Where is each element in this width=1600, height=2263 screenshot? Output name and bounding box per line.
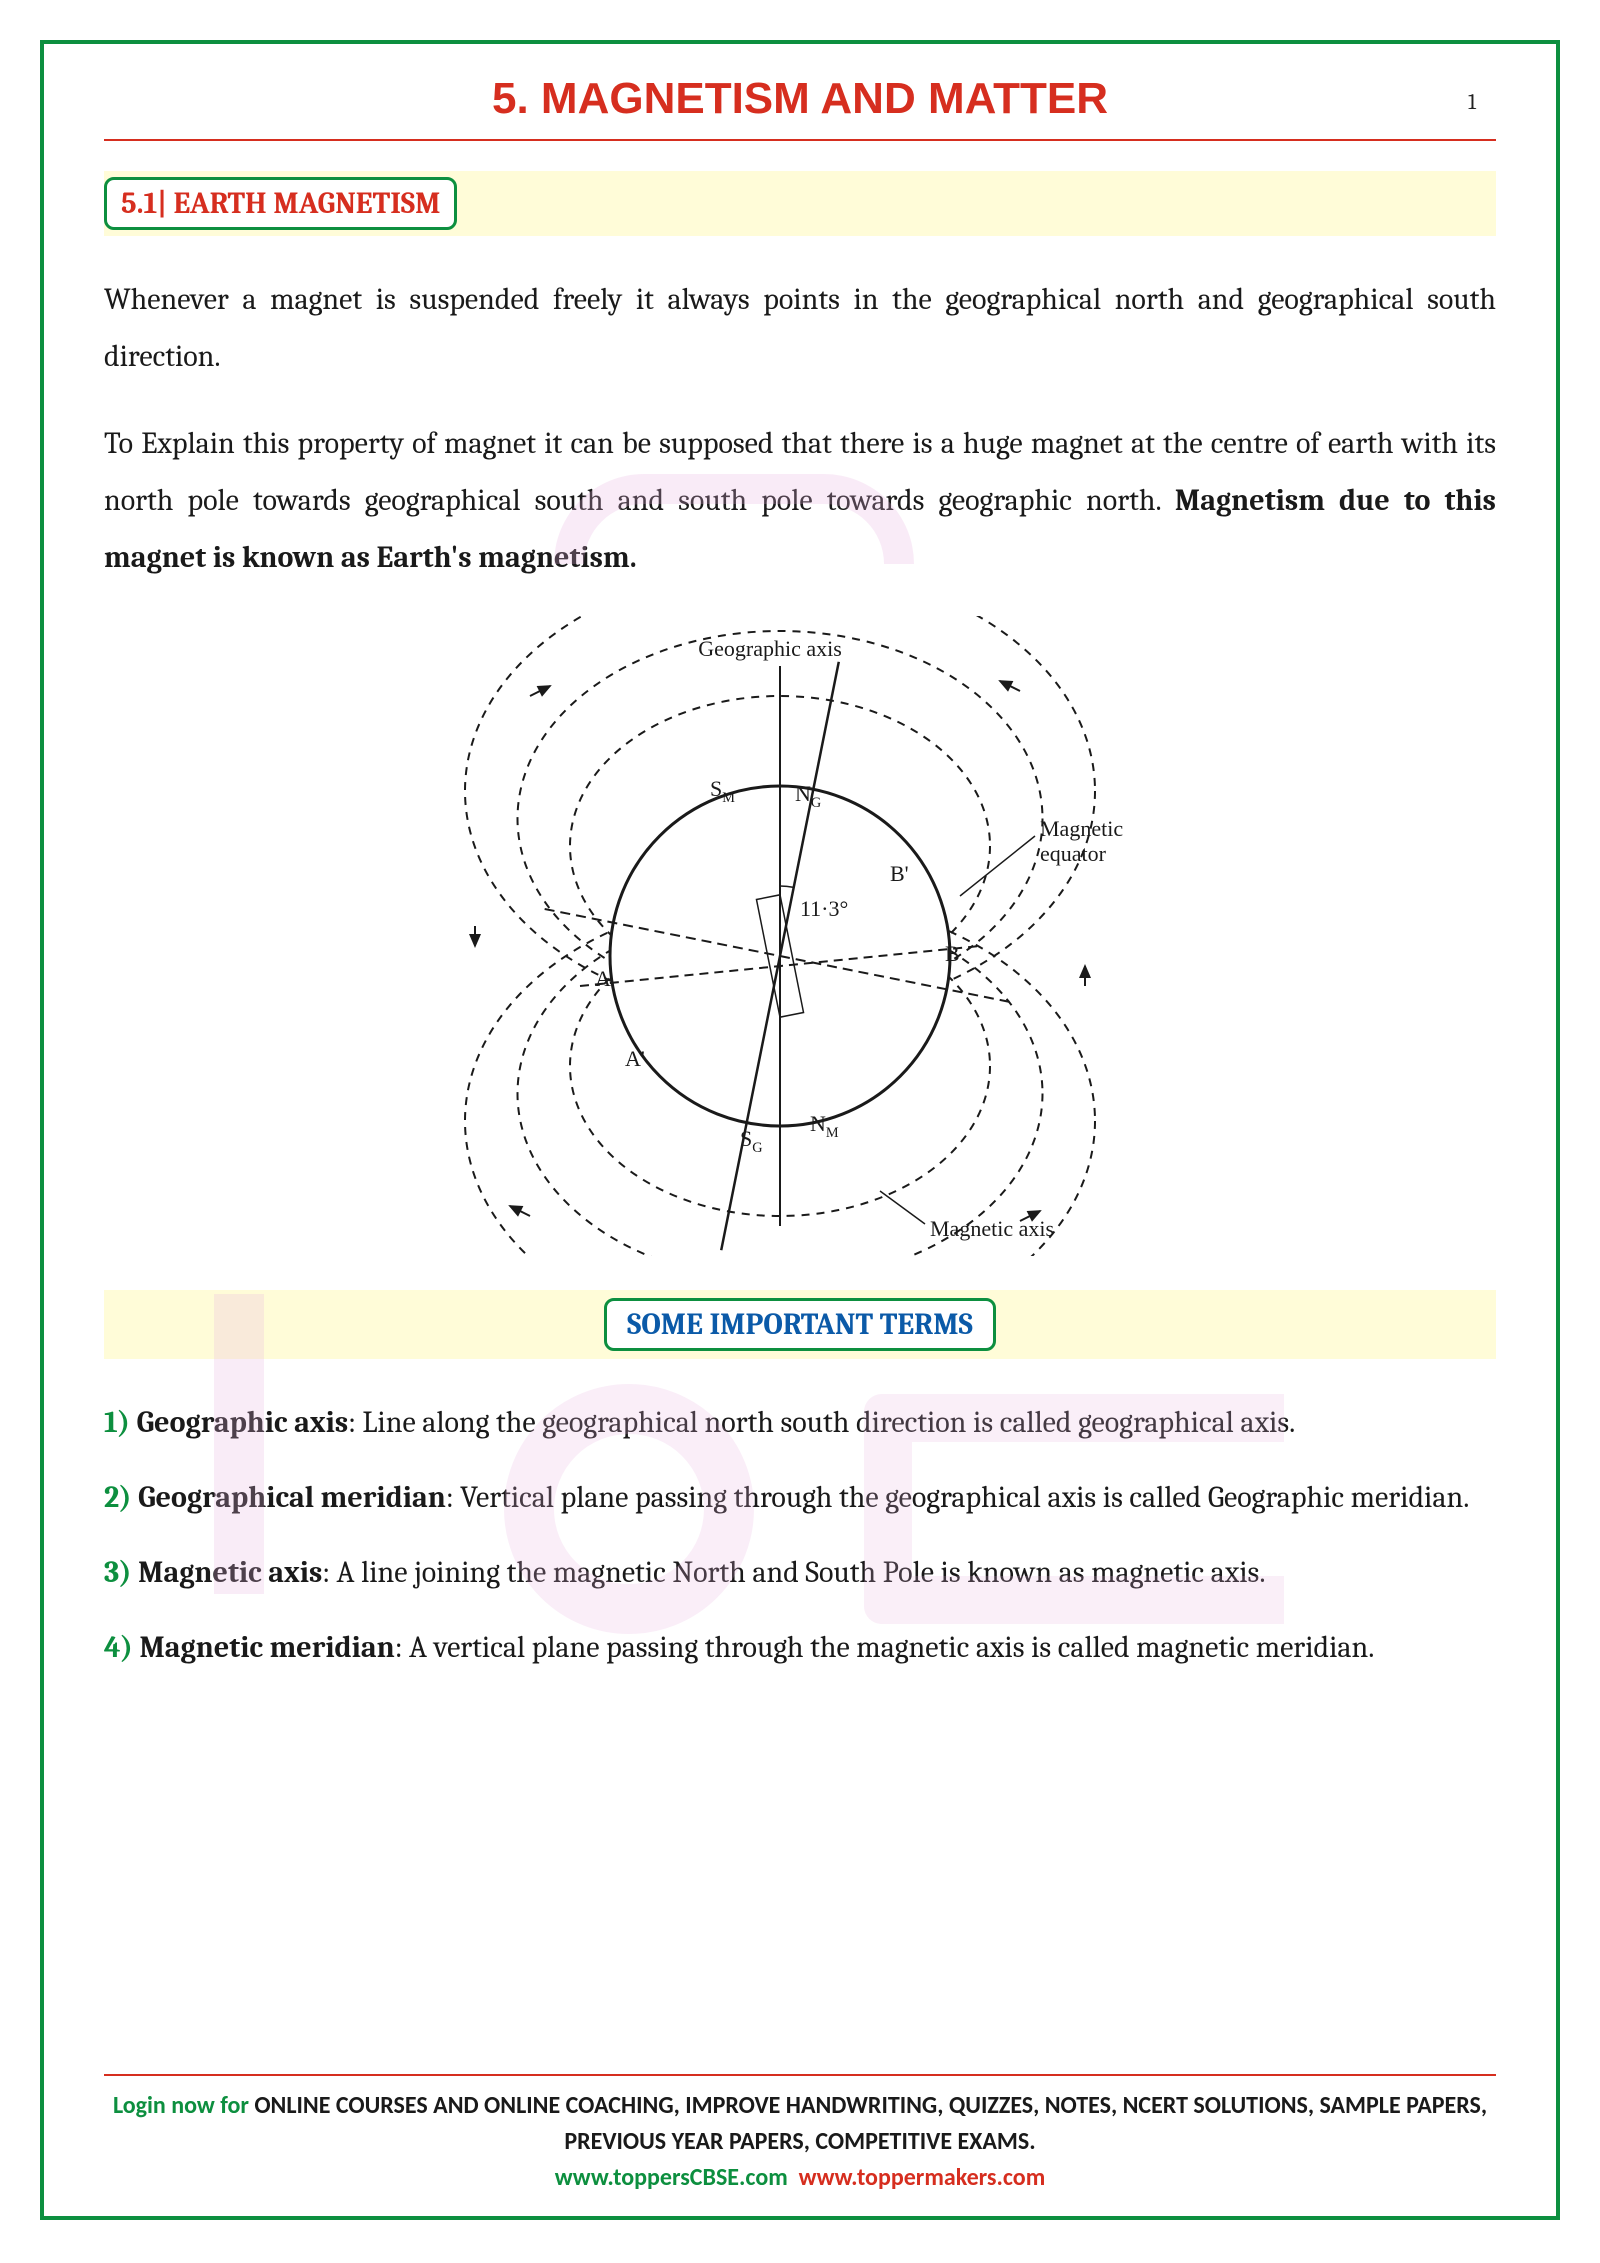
page-footer: Login now for ONLINE COURSES AND ONLINE … bbox=[104, 2074, 1496, 2196]
svg-text:B: B bbox=[945, 941, 960, 966]
term-item: 3) Magnetic axis: A line joining the mag… bbox=[104, 1544, 1496, 1601]
terms-heading: SOME IMPORTANT TERMS bbox=[604, 1298, 996, 1351]
term-name: Geographic axis bbox=[137, 1405, 349, 1440]
page-number: 1 bbox=[1468, 89, 1476, 115]
term-definition: : A line joining the magnetic North and … bbox=[322, 1555, 1265, 1590]
term-item: 4) Magnetic meridian: A vertical plane p… bbox=[104, 1619, 1496, 1676]
paragraph-2: To Explain this property of magnet it ca… bbox=[104, 415, 1496, 586]
svg-text:11·3°: 11·3° bbox=[800, 896, 848, 921]
term-number: 3) bbox=[104, 1555, 138, 1590]
terms-list: 1) Geographic axis: Line along the geogr… bbox=[104, 1394, 1496, 1676]
term-item: 1) Geographic axis: Line along the geogr… bbox=[104, 1394, 1496, 1451]
footer-link-1[interactable]: www.toppersCBSE.com bbox=[555, 2163, 788, 2192]
paragraph-1: Whenever a magnet is suspended freely it… bbox=[104, 271, 1496, 385]
svg-text:B': B' bbox=[890, 861, 909, 886]
chapter-title: 5. MAGNETISM AND MATTER 1 bbox=[104, 64, 1496, 141]
term-number: 1) bbox=[104, 1405, 137, 1440]
term-item: 2) Geographical meridian: Vertical plane… bbox=[104, 1469, 1496, 1526]
term-name: Magnetic axis bbox=[138, 1555, 322, 1590]
svg-text:A: A bbox=[595, 966, 611, 991]
term-definition: : Vertical plane passing through the geo… bbox=[446, 1480, 1470, 1515]
svg-text:Magnetic: Magnetic bbox=[1040, 816, 1123, 841]
svg-text:Geographic axis: Geographic axis bbox=[698, 636, 842, 661]
term-name: Magnetic meridian bbox=[139, 1630, 394, 1665]
term-definition: : A vertical plane passing through the m… bbox=[395, 1630, 1375, 1665]
term-definition: : Line along the geographical north sout… bbox=[348, 1405, 1295, 1440]
svg-text:SG: SG bbox=[740, 1126, 763, 1156]
term-number: 2) bbox=[104, 1480, 138, 1515]
section-heading-bar: 5.1| EARTH MAGNETISM bbox=[104, 171, 1496, 236]
footer-bold-text: ONLINE COURSES AND ONLINE COACHING, IMPR… bbox=[254, 2091, 1487, 2156]
footer-link-2[interactable]: www.toppermakers.com bbox=[799, 2163, 1046, 2192]
footer-login-text: Login now for bbox=[113, 2091, 254, 2120]
page-container: 5. MAGNETISM AND MATTER 1 5.1| EARTH MAG… bbox=[40, 40, 1560, 2220]
svg-text:equator: equator bbox=[1040, 841, 1107, 866]
earth-magnetism-diagram: Geographic axis Magneticequator Magnetic a… bbox=[104, 616, 1496, 1260]
diagram-svg: Geographic axis Magneticequator Magnetic a… bbox=[360, 616, 1240, 1256]
section-label: 5.1| EARTH MAGNETISM bbox=[104, 177, 457, 230]
svg-text:Magnetic axis: Magnetic axis bbox=[930, 1216, 1054, 1241]
term-number: 4) bbox=[104, 1630, 139, 1665]
terms-heading-bar: SOME IMPORTANT TERMS bbox=[104, 1290, 1496, 1359]
chapter-title-text: 5. MAGNETISM AND MATTER bbox=[492, 74, 1108, 123]
svg-text:A': A' bbox=[625, 1046, 645, 1071]
term-name: Geographical meridian bbox=[138, 1480, 446, 1515]
